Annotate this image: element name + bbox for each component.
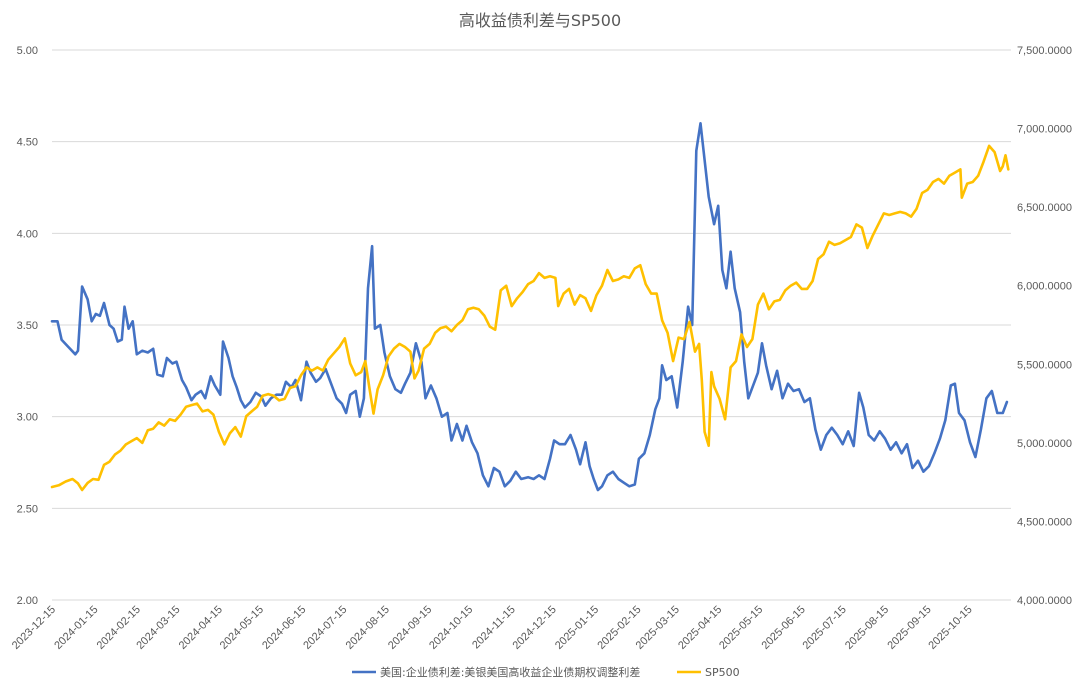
left-tick-label: 4.00 <box>17 228 38 240</box>
series-line-spread <box>50 122 1009 492</box>
x-tick-label: 2025-05-15 <box>717 604 765 652</box>
left-tick-label: 2.00 <box>17 595 38 607</box>
right-tick-label: 6,000.0000 <box>1017 281 1072 293</box>
gridlines <box>52 49 1011 601</box>
x-tick-label: 2023-12-15 <box>10 604 58 652</box>
x-tick-label: 2024-08-15 <box>344 604 392 652</box>
x-tick-label: 2024-01-15 <box>52 604 100 652</box>
x-tick-label: 2025-07-15 <box>801 604 849 652</box>
x-tick-label: 2025-08-15 <box>843 604 891 652</box>
right-tick-label: 7,500.0000 <box>1017 45 1072 57</box>
x-axis: 2023-12-152024-01-152024-02-152024-03-15… <box>10 604 975 652</box>
right-tick-label: 5,500.0000 <box>1017 359 1072 371</box>
legend: 美国:企业债利差:美银美国高收益企业债期权调整利差 SP500 <box>352 665 740 679</box>
left-axis: 2.00 2.50 3.00 3.50 4.00 4.50 5.00 <box>17 45 38 607</box>
left-tick-label: 3.00 <box>17 412 38 424</box>
left-tick-label: 3.50 <box>17 320 38 332</box>
x-tick-label: 2024-07-15 <box>301 604 349 652</box>
series-line-sp500 <box>50 144 1010 492</box>
left-tick-label: 4.50 <box>17 137 38 149</box>
right-tick-label: 4,500.0000 <box>1017 516 1072 528</box>
right-tick-label: 6,500.0000 <box>1017 202 1072 214</box>
x-tick-label: 2024-10-15 <box>427 604 475 652</box>
x-tick-label: 2024-05-15 <box>218 604 266 652</box>
left-tick-label: 5.00 <box>17 45 38 57</box>
left-tick-label: 2.50 <box>17 503 38 515</box>
legend-label-spread: 美国:企业债利差:美银美国高收益企业债期权调整利差 <box>380 665 640 679</box>
x-tick-label: 2025-01-15 <box>553 604 601 652</box>
x-tick-label: 2024-12-15 <box>511 604 559 652</box>
right-axis: 4,000.0000 4,500.0000 5,000.0000 5,500.0000… <box>1017 45 1072 607</box>
right-tick-label: 7,000.0000 <box>1017 124 1072 136</box>
right-tick-label: 5,000.0000 <box>1017 438 1072 450</box>
chart-title: 高收益债利差与SP500 <box>459 11 621 30</box>
x-tick-label: 2025-10-15 <box>926 604 974 652</box>
legend-label-sp500: SP500 <box>705 666 740 679</box>
right-tick-label: 4,000.0000 <box>1017 595 1072 607</box>
